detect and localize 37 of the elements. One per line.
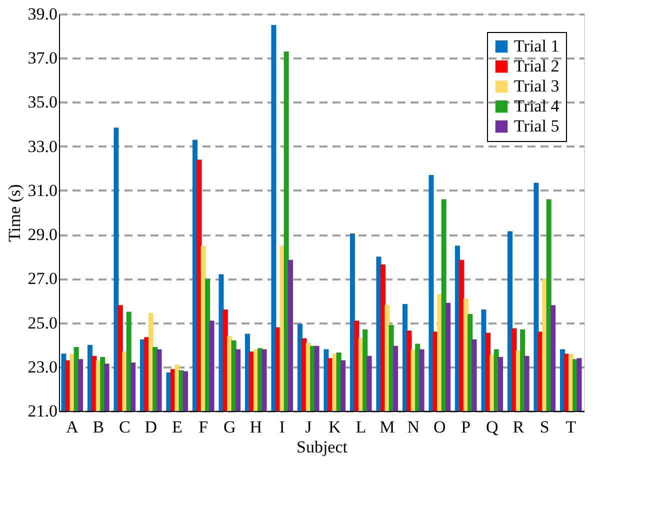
x-tick-label: A <box>66 418 79 436</box>
x-tick-label: N <box>407 418 420 436</box>
x-tick-label: D <box>144 418 158 436</box>
legend-label: Trial 5 <box>514 116 560 136</box>
x-tick-label: E <box>172 418 182 436</box>
x-tick-label: C <box>118 418 130 436</box>
legend-label: Trial 2 <box>514 56 560 76</box>
x-tick-label: Q <box>486 418 498 436</box>
x-tick-label: P <box>461 418 471 436</box>
x-tick-label: F <box>198 418 208 436</box>
x-tick-label: H <box>250 418 262 436</box>
y-tick-label: 35.0 <box>28 92 58 112</box>
x-tick-label: M <box>380 418 395 436</box>
y-tick-label: 29.0 <box>28 225 58 244</box>
y-tick-label: 23.0 <box>28 357 58 376</box>
y-tick-label: 31.0 <box>28 180 58 200</box>
x-tick-label: I <box>279 418 286 436</box>
x-tick-label: O <box>433 418 446 436</box>
y-tick-label: 27.0 <box>28 269 58 288</box>
y-tick-label: 33.0 <box>28 136 58 156</box>
x-tick-label: L <box>356 418 366 436</box>
y-tick-label: 25.0 <box>28 313 58 332</box>
x-tick-label: J <box>305 418 312 436</box>
y-axis-title: Time (s) <box>4 184 24 242</box>
x-tick-label: K <box>328 418 342 436</box>
x-tick-label: R <box>512 418 525 436</box>
legend-label: Trial 3 <box>514 76 560 96</box>
y-tick-label: 37.0 <box>28 48 58 68</box>
legend-label: Trial 1 <box>514 36 560 56</box>
x-tick-label: T <box>566 418 577 436</box>
x-axis-title: Subject <box>296 438 348 456</box>
x-tick-label: S <box>540 418 550 436</box>
legend-label: Trial 4 <box>514 96 560 116</box>
y-tick-label: 21.0 <box>28 402 58 420</box>
x-tick-label: G <box>223 418 236 436</box>
y-tick-label: 39.0 <box>28 4 58 24</box>
x-tick-label: B <box>92 418 104 436</box>
